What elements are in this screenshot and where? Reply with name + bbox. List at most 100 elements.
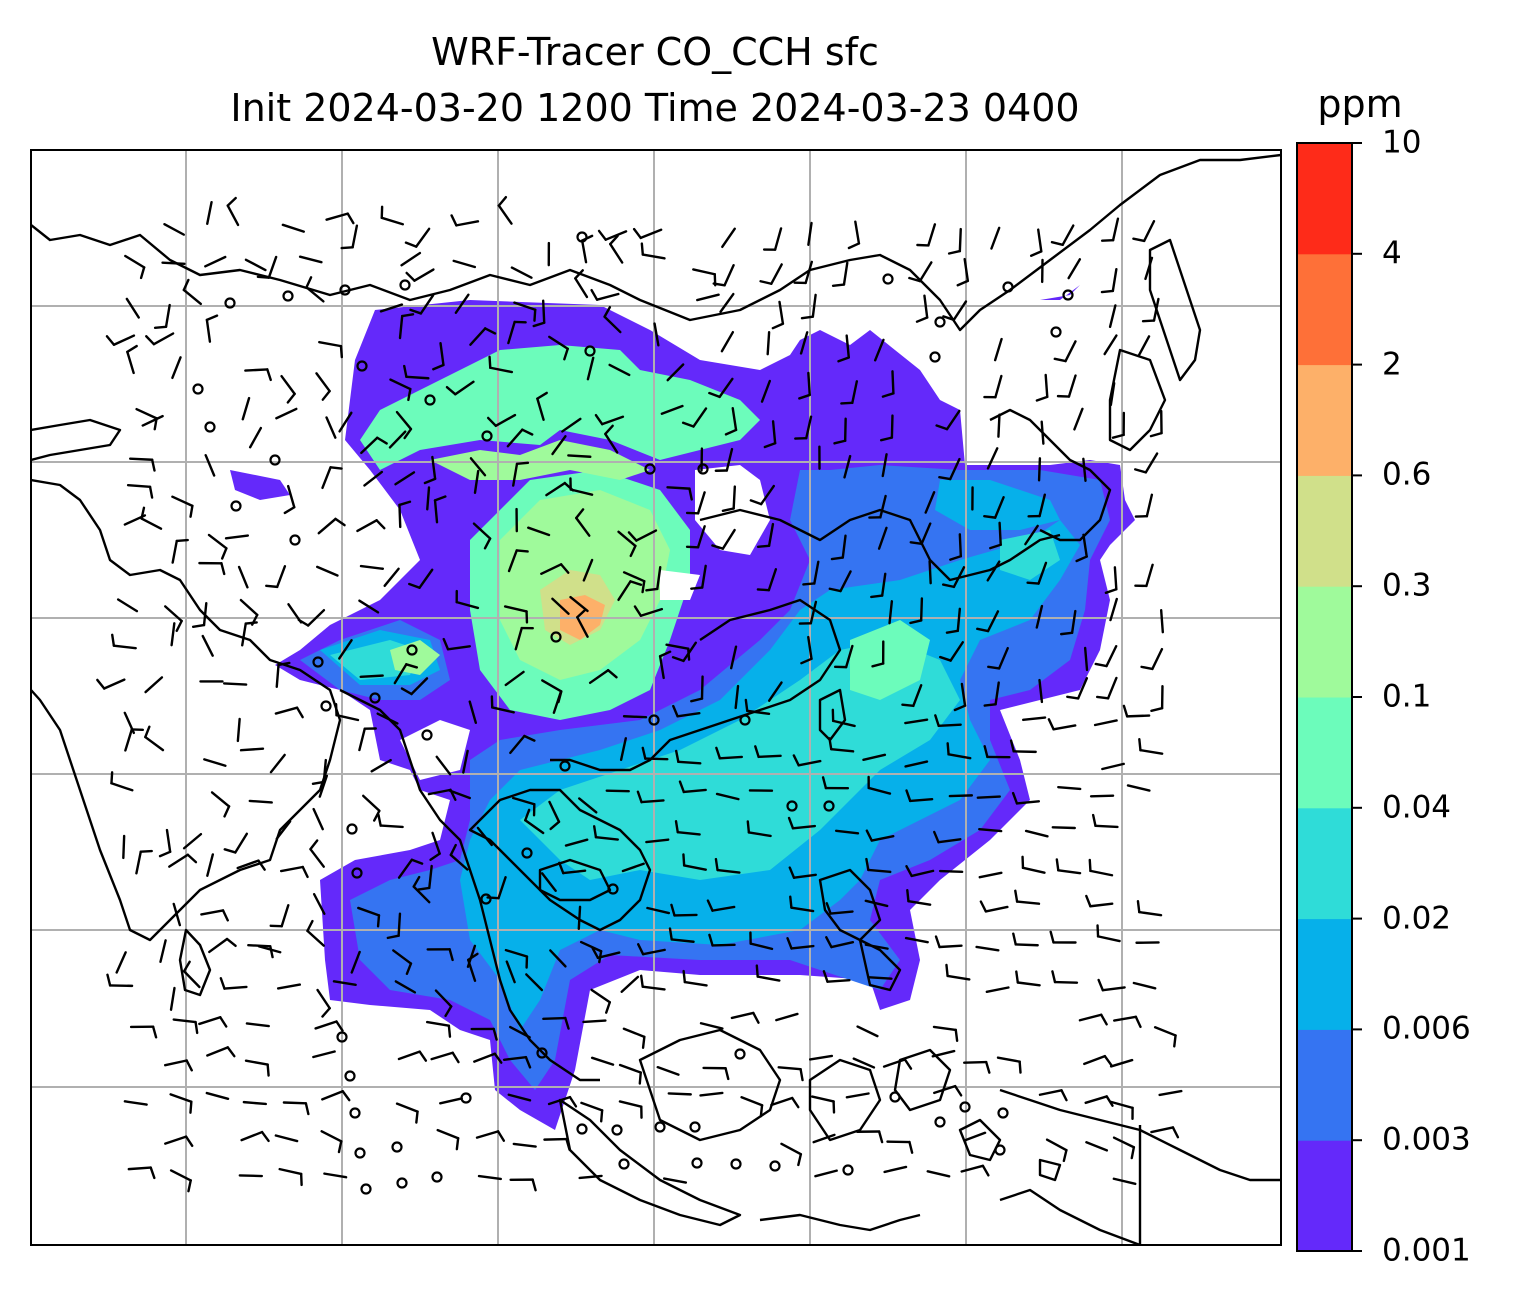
wind-barb [596,951,621,959]
wind-barb [318,340,343,348]
wind-barb-feather [909,619,923,625]
wind-barb-feather [182,278,190,292]
wind-barb-feather [941,583,956,589]
wind-barb [236,859,260,870]
wind-barb-feather [670,903,676,917]
wind-barb-feather [139,849,153,853]
wind-barb [1101,762,1125,771]
wind-barb [201,634,214,657]
calm-wind-marker [734,1048,746,1060]
wind-barb [577,905,582,930]
wind-barb [666,363,685,382]
wind-barb [1113,566,1118,591]
calm-wind-marker [424,394,436,406]
wind-barb [1052,724,1077,731]
wind-barb [318,774,329,798]
wind-barb [986,447,999,470]
wind-barb [395,410,413,431]
wind-barb [325,212,349,221]
wind-barb [862,753,887,762]
wind-barb [938,944,963,949]
wind-barb-feather [983,515,997,519]
wind-barb-feather [111,633,116,647]
wind-barb [159,939,167,963]
wind-barb-feather [445,385,457,396]
wind-barb [639,607,664,617]
wind-barb [507,320,516,345]
wind-barb [926,1170,951,1178]
wind-barb-feather [221,909,229,922]
wind-barb [670,938,695,943]
wind-barb [958,227,962,253]
wind-barb [928,559,932,585]
wind-barb [676,712,701,718]
wind-barb [275,407,298,420]
wind-barb-feather [151,1025,158,1039]
wind-barb-feather [909,541,923,546]
wind-barb [617,530,637,548]
wind-barb-feather [800,657,813,665]
wind-barb [715,792,740,801]
wind-barb-feather [1140,665,1154,671]
colorbar-segment [1297,586,1352,698]
wind-barb-feather [400,313,415,318]
wind-barb [790,906,815,913]
wind-barb [1083,1054,1107,1066]
wind-barb [122,834,126,860]
wind-barb [316,565,339,577]
wind-barb-feather [870,594,884,599]
wind-barb [280,904,290,928]
wind-barb [912,684,923,708]
wind-barb [990,226,1001,250]
wind-barb-feather [1104,588,1118,595]
wind-barb [425,1020,451,1027]
wind-barb-feather [223,805,231,818]
wind-barb [711,943,736,947]
wind-barb [455,220,480,227]
calm-wind-marker [391,1141,403,1153]
wind-barb [446,645,472,651]
wind-barb [257,945,282,954]
wind-barb [984,905,1009,913]
wind-barb-feather [1091,813,1097,828]
wind-barb [1073,407,1084,431]
wind-barb [696,293,720,302]
wind-barb [503,605,528,613]
wind-barb [169,1169,192,1182]
wind-barb-feather [792,754,800,767]
wind-barb-feather [1085,894,1092,908]
concentration-contour [1040,285,1080,300]
coastline [550,598,842,772]
coastline [468,788,652,932]
wind-barb-feather [442,637,450,651]
wind-barb-feather [256,275,271,279]
wind-barb [410,677,429,696]
wind-barb [497,204,513,225]
wind-barb [204,453,216,477]
wind-barb [682,864,707,871]
wind-barb [536,397,545,421]
wind-barb [110,782,134,792]
wind-barb [829,910,854,915]
wind-barb-feather [799,1068,804,1082]
wind-barb [993,337,1003,362]
wind-barb [814,1169,838,1178]
wind-barb [792,873,817,879]
wind-barb [206,1046,229,1057]
wind-barb [182,832,203,850]
calm-wind-marker [521,847,533,859]
calm-wind-marker [344,1070,356,1082]
wind-barb [1089,794,1115,798]
wind-barb-feather [1014,889,1019,903]
wind-barb-feather [830,556,845,561]
wind-barb-feather [934,714,940,728]
wind-barb [797,759,822,767]
wind-barb [206,200,213,225]
wind-barb [873,338,885,362]
wind-barb [236,717,241,743]
wind-barb [601,415,625,426]
wind-barb-feather [756,544,771,548]
wind-barb-feather [140,506,146,520]
wind-barb [317,517,337,535]
wind-barb-feather [641,579,646,594]
